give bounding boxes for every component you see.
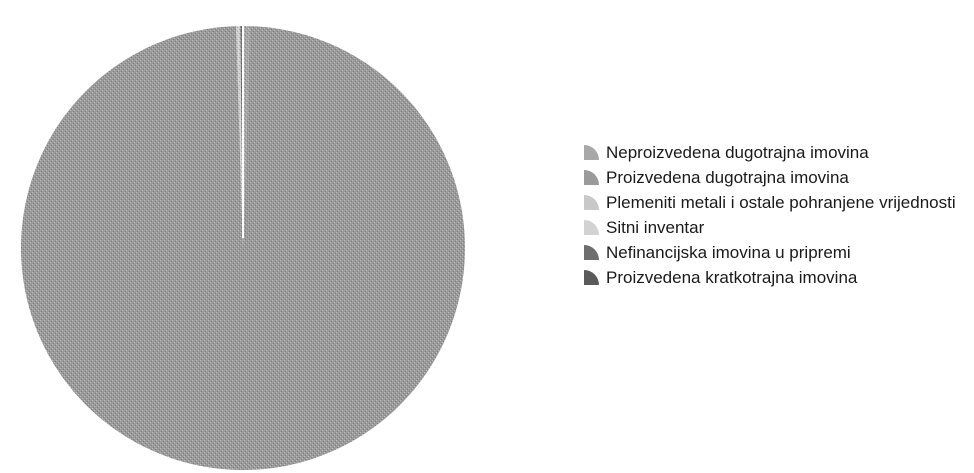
pie-slices [20,25,466,471]
pie-slice-texture-1 [243,26,250,248]
legend-item: Plemeniti metali i ostale pohranjene vri… [583,192,968,213]
pie-slice-texture-3 [236,26,243,248]
legend-swatch-icon [584,270,599,285]
legend-swatch-icon [584,245,599,260]
pie-slice-texture-4 [237,26,243,248]
legend-item: Proizvedena dugotrajna imovina [583,167,968,188]
legend-item: Proizvedena kratkotrajna imovina [583,267,968,288]
legend-swatch-icon [584,195,599,210]
legend-label: Proizvedena kratkotrajna imovina [606,268,858,287]
legend-label: Neproizvedena dugotrajna imovina [606,143,869,162]
legend-item: Sitni inventar [583,217,968,238]
chart-legend: Neproizvedena dugotrajna imovina Proizved… [583,142,968,292]
legend-label: Plemeniti metali i ostale pohranjene vri… [606,193,956,212]
legend-label: Nefinancijska imovina u pripremi [606,243,851,262]
legend-item: Neproizvedena dugotrajna imovina [583,142,968,163]
pie-slice-texture-2 [20,26,466,471]
legend-label: Sitni inventar [606,218,705,237]
legend-label: Proizvedena dugotrajna imovina [606,168,849,187]
legend-item: Nefinancijska imovina u pripremi [583,242,968,263]
legend-swatch-icon [584,145,599,160]
legend-swatch-icon [584,220,599,235]
legend-swatch-icon [584,170,599,185]
